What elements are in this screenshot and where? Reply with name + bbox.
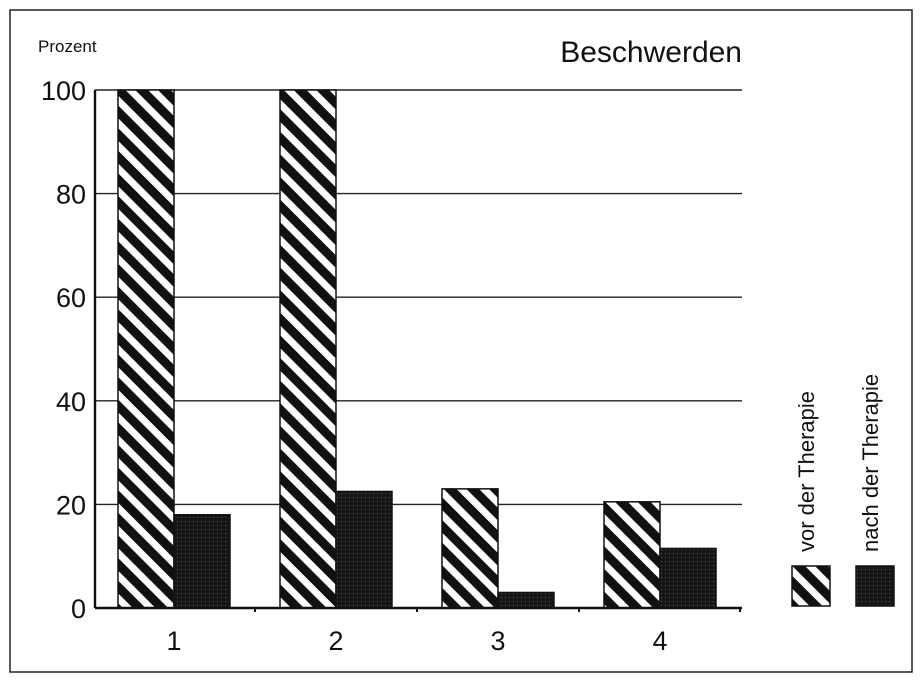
legend-swatch xyxy=(791,565,831,607)
legend-label: nach der Therapie xyxy=(858,374,883,552)
y-axis-label: Prozent xyxy=(38,37,97,56)
bar xyxy=(603,501,661,609)
x-tick-label: 4 xyxy=(652,626,667,656)
x-tick-labels: 1 2 3 4 xyxy=(166,626,667,656)
chart-title: Beschwerden xyxy=(560,36,742,69)
legend: vor der Therapie nach der Therapie xyxy=(791,374,895,607)
y-tick-label: 100 xyxy=(41,76,86,106)
y-tick-label: 0 xyxy=(71,594,86,624)
bar xyxy=(279,89,337,609)
y-tick-label: 20 xyxy=(56,490,86,520)
y-tick-label: 80 xyxy=(56,180,86,210)
bar xyxy=(659,547,717,609)
x-tick-label: 1 xyxy=(166,626,181,656)
bar xyxy=(441,488,499,609)
y-tick-label: 40 xyxy=(56,387,86,417)
legend-swatch xyxy=(855,565,895,607)
x-tick-label: 3 xyxy=(490,626,505,656)
bar xyxy=(173,514,231,609)
bar xyxy=(117,89,175,609)
bars xyxy=(117,89,717,609)
axes xyxy=(93,90,742,612)
legend-label: vor der Therapie xyxy=(794,391,819,552)
bar xyxy=(335,490,393,609)
y-tick-labels: 0 20 40 60 80 100 xyxy=(41,76,86,624)
x-tick-label: 2 xyxy=(328,626,343,656)
y-tick-label: 60 xyxy=(56,283,86,313)
bar xyxy=(497,591,555,609)
